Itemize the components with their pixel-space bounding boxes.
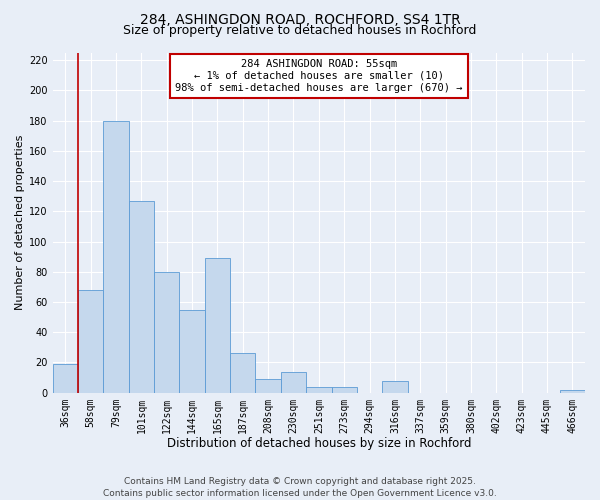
Y-axis label: Number of detached properties: Number of detached properties (15, 135, 25, 310)
Bar (205, 258, 230, 392)
Bar (103, 120, 129, 392)
Bar (179, 310, 205, 392)
Text: Contains HM Land Registry data © Crown copyright and database right 2025.
Contai: Contains HM Land Registry data © Crown c… (103, 476, 497, 498)
Bar (256, 379, 281, 392)
Bar (382, 380, 407, 392)
Bar (306, 386, 332, 392)
Bar (281, 372, 306, 392)
X-axis label: Distribution of detached houses by size in Rochford: Distribution of detached houses by size … (167, 437, 471, 450)
Bar (154, 272, 179, 392)
Bar (560, 390, 585, 392)
Bar (53, 364, 78, 392)
Bar (129, 200, 154, 392)
Bar (78, 290, 103, 392)
Text: 284 ASHINGDON ROAD: 55sqm
← 1% of detached houses are smaller (10)
98% of semi-d: 284 ASHINGDON ROAD: 55sqm ← 1% of detach… (175, 60, 463, 92)
Text: 284, ASHINGDON ROAD, ROCHFORD, SS4 1TR: 284, ASHINGDON ROAD, ROCHFORD, SS4 1TR (140, 12, 460, 26)
Text: Size of property relative to detached houses in Rochford: Size of property relative to detached ho… (124, 24, 476, 37)
Bar (230, 354, 256, 393)
Bar (332, 386, 357, 392)
